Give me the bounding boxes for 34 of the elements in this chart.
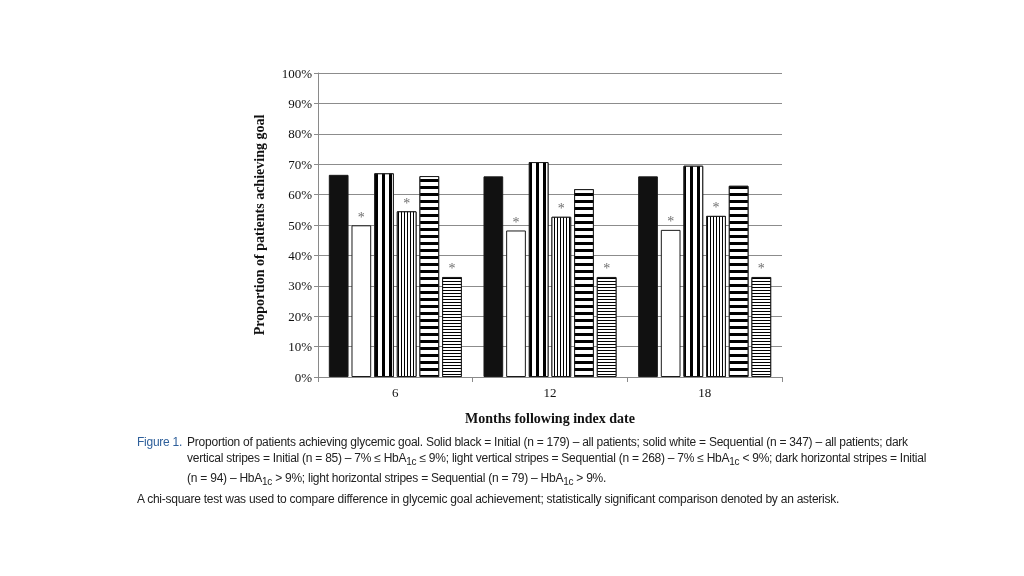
- y-tick-label: 60%: [288, 187, 313, 203]
- data-label: *: [603, 261, 611, 277]
- y-tick-label: 10%: [288, 339, 313, 355]
- y-tick-label: 20%: [288, 308, 313, 324]
- caption: Figure 1.: [137, 434, 183, 450]
- bar: [638, 176, 658, 377]
- y-tick-label: 80%: [288, 126, 313, 142]
- text: A chi-square test was used to compare difference in glycemic goal achievement; statistically significant comparison denoted by an asterisk.: [137, 490, 841, 507]
- y-axis-title: Proportion of patients achieving goal: [251, 114, 267, 336]
- x-tick-label: 18: [698, 385, 712, 400]
- y-tick-label: 30%: [288, 278, 313, 294]
- x-tick-label: 6: [392, 385, 400, 400]
- y-tick-label: 0%: [294, 369, 313, 385]
- data-label: *: [667, 214, 675, 230]
- data-label: *: [557, 201, 565, 217]
- x-tick-label: 12: [543, 385, 557, 400]
- data-label: *: [403, 195, 411, 211]
- bar: [328, 174, 349, 377]
- data-label: *: [512, 214, 520, 230]
- y-tick-label: 40%: [288, 247, 313, 263]
- data-label: *: [712, 200, 720, 216]
- bar: [483, 176, 504, 377]
- data-label: *: [357, 209, 365, 225]
- y-tick-label: 70%: [288, 156, 313, 172]
- bar: [351, 225, 372, 377]
- y-tick-label: 50%: [288, 217, 313, 233]
- bar: [506, 230, 526, 377]
- y-tick-label: 90%: [288, 95, 313, 111]
- data-label: *: [448, 261, 456, 277]
- data-label: *: [757, 261, 765, 277]
- y-tick-label: 100%: [281, 65, 313, 81]
- x-axis-title: Months following index date: [465, 410, 635, 426]
- text: Proportion of patients achieving glycemic goal. Solid black = Initial (n = 179) – all patients; solid white = Sequential (n = 347) – all patients; dark vertical stripes = Initial (n = 85) – 7% ≤ HbA$_{1c}$ ≤ 9%; light vertical stripes = Sequential (n = 268) – 7% ≤ HbA$_{1c}$ < 9%; dark horizontal stripes = Initial (n = 94) – HbA$_{1c}$ > 9%; light horizontal stripes = Sequential (n = 79) – HbA$_{1c}$ > 9%.: [187, 435, 927, 488]
- bar: [660, 229, 681, 377]
